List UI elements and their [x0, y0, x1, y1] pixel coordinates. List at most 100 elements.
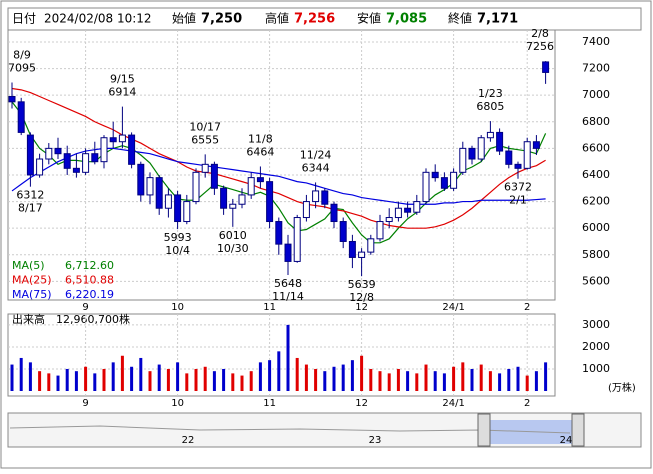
candle-body	[183, 201, 191, 223]
volume-bar	[295, 357, 299, 391]
volume-bar	[10, 364, 14, 391]
legend-name: MA(5)	[12, 259, 45, 272]
candle-body	[118, 134, 126, 143]
candle-body	[542, 61, 550, 73]
annotation-value: 6805	[476, 100, 504, 113]
volume-bar	[304, 364, 308, 391]
volume-bar	[360, 355, 364, 391]
volume-bar	[222, 368, 226, 391]
annotation-date: 10/4	[165, 244, 190, 257]
navigator-label: 24	[560, 435, 573, 446]
x-tick-label: 2	[524, 398, 530, 409]
y-tick-label: 6600	[582, 141, 610, 154]
volume-bar	[378, 371, 382, 391]
candle-body	[247, 177, 255, 196]
annotation-date: 9/15	[110, 73, 135, 86]
header-label: 安値	[357, 11, 381, 26]
volume-bar	[185, 373, 189, 391]
candle-body	[275, 221, 283, 245]
candle-body	[477, 137, 485, 160]
candle-body	[293, 217, 301, 262]
volume-bar	[461, 362, 465, 391]
volume-bar	[19, 357, 23, 391]
volume-bar	[268, 360, 272, 391]
y-tick-label: 6400	[582, 168, 610, 181]
candle-body	[422, 171, 430, 203]
header-value: 7,256	[294, 12, 335, 27]
candle-body	[321, 190, 329, 205]
candle-body	[496, 131, 504, 152]
annotation-value: 6344	[302, 161, 330, 174]
navigator-handle-left[interactable]	[477, 413, 491, 447]
candle-body	[514, 163, 522, 169]
annotation-date: 2/8	[531, 27, 549, 40]
y-tick-label: 7000	[582, 88, 610, 101]
volume-bar	[516, 366, 520, 391]
volume-unit: (万株)	[608, 381, 636, 394]
candle-body	[36, 158, 44, 176]
candle-body	[348, 240, 356, 258]
volume-bar	[470, 368, 474, 391]
x-tick-label: 24/1	[442, 302, 464, 313]
volume-bar	[534, 371, 538, 391]
volume-bar	[231, 373, 235, 391]
y-tick-label: 1000	[582, 362, 610, 375]
volume-bar	[28, 362, 32, 391]
candle-body	[174, 194, 182, 223]
x-tick-label: 11	[263, 302, 276, 313]
annotation-date: 11/14	[272, 290, 304, 303]
candle-body	[91, 153, 99, 163]
candle-body	[312, 190, 320, 203]
candle-body	[26, 134, 34, 176]
x-tick-label: 9	[82, 302, 88, 313]
y-tick-label: 6800	[582, 115, 610, 128]
x-tick-label: 2	[524, 302, 530, 313]
volume-bar	[314, 368, 318, 391]
volume-bar	[452, 366, 456, 391]
candle-body	[229, 203, 237, 209]
annotation-value: 6312	[16, 189, 44, 202]
volume-bar	[258, 362, 262, 391]
volume-bar	[406, 371, 410, 391]
annotation-value: 7256	[526, 40, 554, 53]
volume-bar	[369, 368, 373, 391]
y-tick-label: 2000	[582, 340, 610, 353]
volume-bar	[38, 371, 42, 391]
volume-bar	[479, 364, 483, 391]
header-label: 終値	[448, 11, 472, 26]
annotation-value: 6464	[246, 145, 274, 158]
volume-bar	[93, 373, 97, 391]
volume-bar	[249, 371, 253, 391]
candle-body	[367, 238, 375, 253]
candle-body	[155, 177, 163, 209]
candle-body	[128, 134, 136, 165]
annotation-date: 12/8	[349, 291, 374, 304]
annotation-value: 6372	[504, 181, 532, 194]
y-tick-label: 6200	[582, 195, 610, 208]
candle-body	[100, 137, 108, 163]
candle-body	[220, 187, 228, 209]
candle-body	[404, 207, 412, 213]
candle-body	[339, 221, 347, 242]
candle-body	[505, 150, 513, 165]
candle-body	[330, 203, 338, 223]
candle-body	[17, 101, 25, 133]
x-tick-label: 10	[171, 398, 184, 409]
candle-body	[72, 167, 80, 173]
annotation-value: 5993	[164, 231, 192, 244]
candle-body	[164, 194, 172, 209]
candle-body	[45, 147, 53, 160]
annotation-date: 11/8	[248, 132, 273, 145]
legend-value: 6,220.19	[65, 288, 114, 301]
candle-body	[376, 221, 384, 240]
x-tick-label: 24/1	[442, 398, 464, 409]
navigator-handle-right[interactable]	[571, 413, 585, 447]
annotation-value: 6914	[108, 86, 136, 99]
volume-bar	[286, 324, 290, 391]
volume-bar	[120, 355, 124, 391]
candle-body	[109, 137, 117, 143]
volume-bar	[157, 364, 161, 391]
volume-bar	[544, 362, 548, 391]
candle-body	[523, 141, 531, 169]
header-label: 日付	[12, 12, 36, 26]
